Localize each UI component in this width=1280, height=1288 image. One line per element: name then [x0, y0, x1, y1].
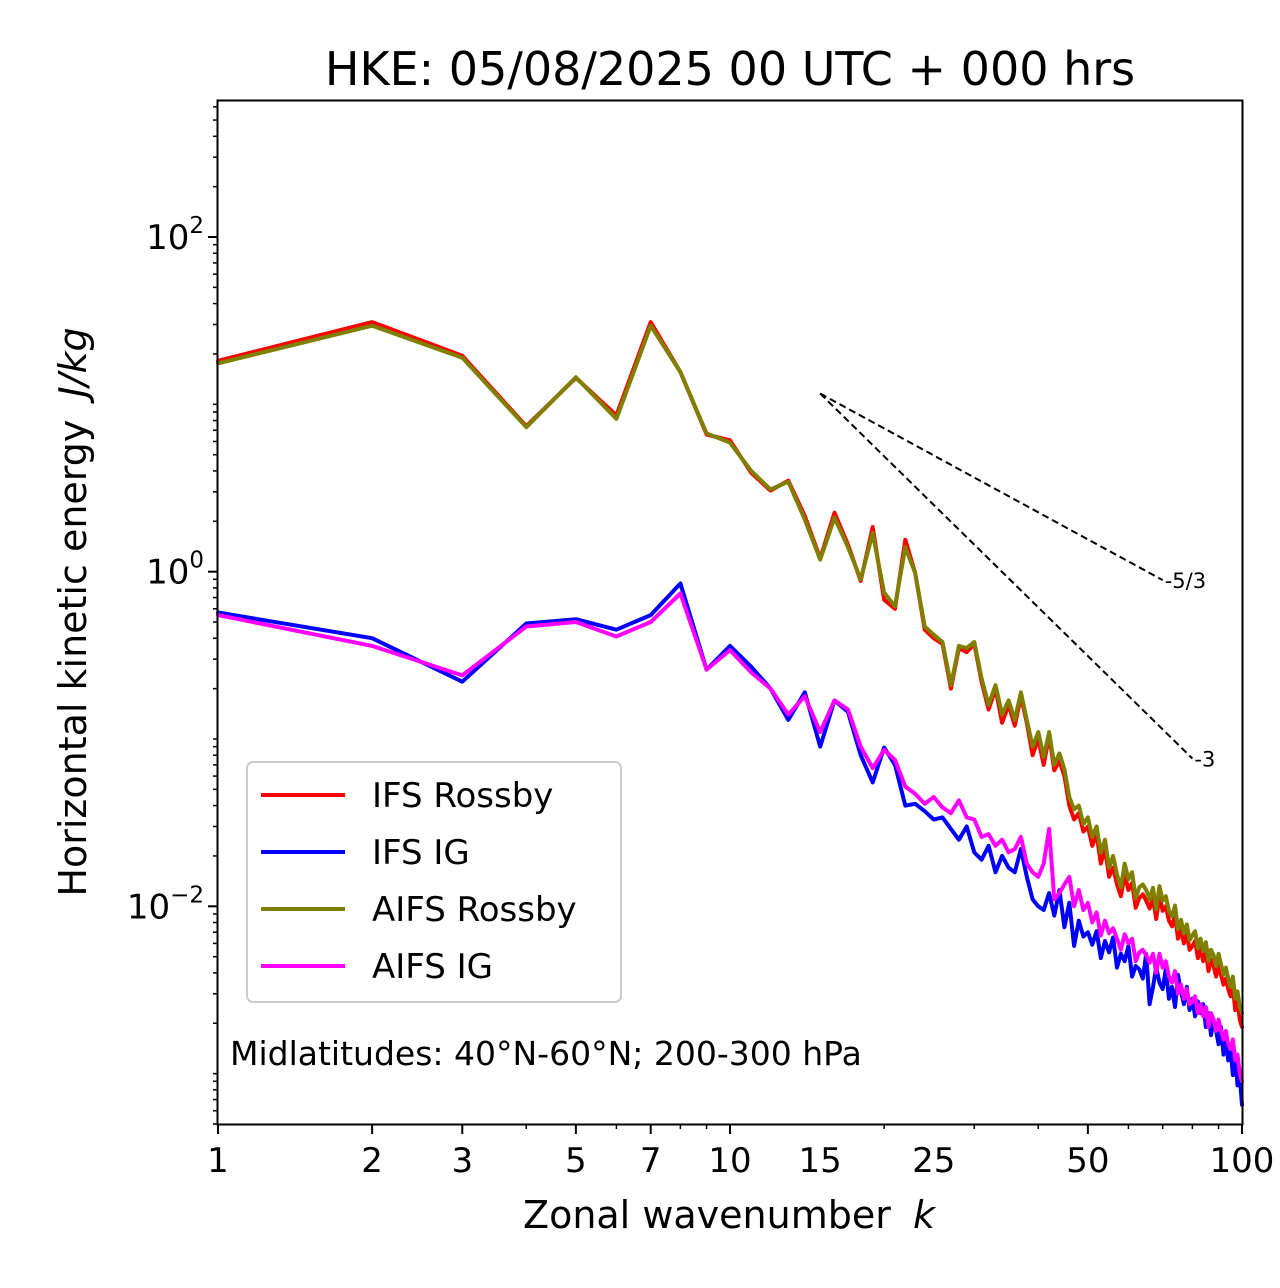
- y-tick-exponent: 2: [189, 213, 204, 239]
- x-tick-label: 10: [708, 1141, 751, 1181]
- series-lines: [216, 320, 1244, 1107]
- x-tick-label: 5: [565, 1141, 587, 1181]
- legend-label-aifs-ig: AIFS IG: [372, 947, 493, 987]
- x-tick-label: 7: [640, 1141, 662, 1181]
- legend-box: [246, 761, 622, 1003]
- legend-label-aifs-rossby: AIFS Rossby: [372, 890, 577, 930]
- x-tick-label: 2: [361, 1141, 383, 1181]
- y-tick-base: 10: [127, 887, 170, 927]
- x-tick-label: 1: [207, 1141, 229, 1181]
- series-line-aifs-rossby: [216, 323, 1244, 1016]
- x-tick-label: 15: [799, 1141, 842, 1181]
- legend-label-ifs-ig: IFS IG: [372, 833, 470, 873]
- series-line-aifs-ig: [216, 591, 1244, 1084]
- x-axis-label: Zonal wavenumber k: [523, 1193, 937, 1237]
- y-tick-base: 10: [146, 553, 189, 593]
- legend-label-ifs-rossby: IFS Rossby: [372, 776, 553, 816]
- y-tick-exponent: 0: [189, 548, 204, 574]
- x-axis-ticks: 1 2 3 5 7 10 15 25 50 100: [207, 1124, 1274, 1181]
- reference-line: [819, 392, 1164, 582]
- reference-slope-lines: -5/3 -3: [819, 392, 1215, 771]
- y-tick-label: 10−2: [127, 882, 204, 927]
- reference-line-label: -3: [1194, 747, 1215, 771]
- y-axis-label-unit: J/kg: [51, 327, 95, 404]
- y-tick-label: 100: [146, 548, 204, 593]
- reference-line-label: -5/3: [1165, 569, 1206, 593]
- x-tick-label: 25: [912, 1141, 955, 1181]
- plot-area: -5/3 -3: [216, 320, 1244, 1107]
- axes-frame: [216, 99, 1244, 1126]
- chart-title: HKE: 05/08/2025 00 UTC + 000 hrs: [325, 42, 1135, 96]
- reference-line: [819, 392, 1194, 760]
- x-axis-label-variable: k: [913, 1193, 937, 1237]
- region-annotation: Midlatitudes: 40°N-60°N; 200-300 hPa: [230, 1034, 862, 1073]
- x-tick-label: 100: [1210, 1141, 1275, 1181]
- y-axis-label: Horizontal kinetic energy J/kg: [51, 327, 95, 896]
- y-tick-label: 102: [146, 213, 204, 258]
- x-tick-label: 3: [451, 1141, 473, 1181]
- x-tick-label: 50: [1066, 1141, 1109, 1181]
- y-tick-exponent: −2: [170, 882, 204, 908]
- legend: IFS Rossby IFS IG AIFS Rossby AIFS IG: [246, 761, 622, 1003]
- y-tick-base: 10: [146, 218, 189, 258]
- y-axis-label-text: Horizontal kinetic energy: [51, 420, 95, 897]
- legend-items: IFS Rossby IFS IG AIFS Rossby AIFS IG: [261, 776, 577, 987]
- x-axis-label-text: Zonal wavenumber: [523, 1193, 891, 1237]
